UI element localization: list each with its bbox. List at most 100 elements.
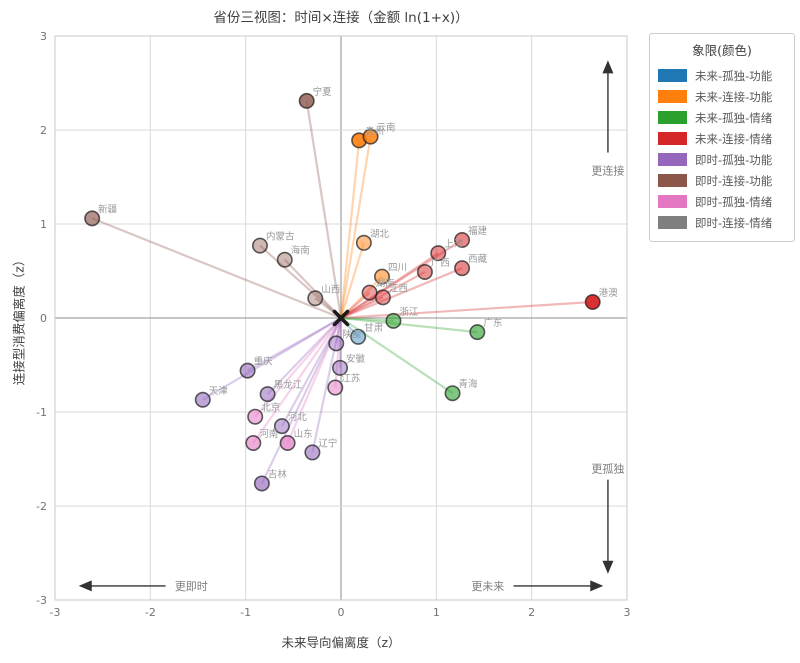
data-point xyxy=(194,391,211,408)
point-label: 山东 xyxy=(294,428,313,440)
legend-swatch xyxy=(658,90,687,103)
ray-line xyxy=(339,140,361,319)
ray-line xyxy=(311,317,343,453)
data-point xyxy=(469,324,486,341)
ray-line xyxy=(202,317,342,401)
point-label: 贵州 xyxy=(365,125,384,137)
y-tick-label: -1 xyxy=(36,406,47,419)
data-point xyxy=(373,268,390,285)
data-point xyxy=(374,289,391,306)
x-tick-label: 0 xyxy=(338,606,345,619)
legend-entry: 即时-连接-情绪 xyxy=(658,212,786,233)
data-point xyxy=(251,237,268,254)
legend-entry-label: 未来-孤独-情绪 xyxy=(695,110,773,125)
point-label: 江西 xyxy=(389,283,408,294)
point-label: 天津 xyxy=(209,386,229,397)
point-label: 辽宁 xyxy=(318,437,337,449)
point-label: 黑龙江 xyxy=(274,379,303,391)
legend-entry-label: 未来-连接-情绪 xyxy=(695,131,773,146)
x-tick-label: 3 xyxy=(624,606,631,619)
legend-swatch xyxy=(658,132,687,145)
x-tick-label: -3 xyxy=(50,606,61,619)
point-label: 四川 xyxy=(388,263,407,274)
point-label: 湖南 xyxy=(376,278,395,290)
data-point xyxy=(259,386,276,403)
y-tick-label: 3 xyxy=(40,30,47,43)
legend-entry: 未来-孤独-功能 xyxy=(658,65,786,86)
point-label: 新疆 xyxy=(98,203,118,215)
data-point xyxy=(454,260,471,277)
ray-line xyxy=(266,317,342,395)
legend-entry-label: 即时-连接-功能 xyxy=(695,173,773,188)
legend-entry: 即时-孤独-功能 xyxy=(658,149,786,170)
data-point xyxy=(444,385,461,402)
ray-line xyxy=(340,252,439,319)
point-label: 云南 xyxy=(377,122,396,134)
x-tick-label: -1 xyxy=(240,606,251,619)
annotation-arrow-head xyxy=(602,60,614,74)
legend-entry: 即时-连接-功能 xyxy=(658,170,786,191)
ray-line xyxy=(340,316,478,334)
point-label: 广东 xyxy=(483,317,502,329)
data-point xyxy=(276,251,293,268)
ray-line xyxy=(252,317,342,444)
ray-line xyxy=(339,242,365,319)
point-label: 安徽 xyxy=(346,353,366,365)
legend-title: 象限(颜色) xyxy=(692,43,752,58)
data-point xyxy=(304,444,321,461)
data-point xyxy=(298,92,315,109)
point-label: 河南 xyxy=(259,428,278,440)
data-point xyxy=(454,231,471,248)
legend-entry-label: 即时-连接-情绪 xyxy=(695,215,773,230)
ray-line xyxy=(283,258,342,319)
data-point xyxy=(253,475,270,492)
legend-entries: 未来-孤独-功能未来-连接-功能未来-孤独-情绪 未来-连接-情绪 即时-孤独-功能… xyxy=(658,65,786,233)
y-axis-label: 连接型消费偏离度（z） xyxy=(11,253,27,386)
point-label: 重庆 xyxy=(254,356,274,368)
ray-line xyxy=(340,270,426,319)
point-label: 江苏 xyxy=(341,373,361,385)
data-point xyxy=(307,290,324,307)
ray-line xyxy=(340,300,593,320)
data-point xyxy=(385,312,402,329)
ray-line xyxy=(335,317,343,344)
ray-line xyxy=(280,317,342,427)
legend: 象限(颜色) 未来-孤独-功能未来-连接-功能未来-孤独-情绪 未来-连接-情绪即… xyxy=(649,33,795,242)
point-label: 青海 xyxy=(459,378,479,390)
ray-line xyxy=(259,244,342,319)
point-label: 浙江 xyxy=(399,306,419,318)
origin-marker xyxy=(332,309,350,327)
ray-line xyxy=(305,100,343,319)
legend-entry-label: 未来-孤独-功能 xyxy=(695,68,773,83)
legend-swatch xyxy=(658,69,687,82)
y-tick-label: 1 xyxy=(40,218,47,231)
data-point xyxy=(362,128,379,145)
y-tick-label: 0 xyxy=(40,312,47,325)
point-label: 湖北 xyxy=(370,229,390,240)
legend-entry: 未来-连接-功能 xyxy=(658,86,786,107)
point-label: 上海 xyxy=(444,238,464,250)
point-label: 广西 xyxy=(431,257,450,269)
data-point xyxy=(584,294,601,311)
point-label: 山西 xyxy=(321,284,340,295)
legend-swatch xyxy=(658,195,687,208)
x-tick-label: 2 xyxy=(528,606,535,619)
point-label: 港澳 xyxy=(599,287,619,299)
annotation-label: 更孤独 xyxy=(591,462,624,475)
ray-line xyxy=(340,267,463,320)
legend-swatch xyxy=(658,174,687,187)
x-tick-label: -2 xyxy=(145,606,156,619)
ray-line xyxy=(91,217,342,320)
data-point xyxy=(327,379,344,396)
point-label: 陕西 xyxy=(342,328,361,340)
legend-swatch xyxy=(658,111,687,124)
ray-line xyxy=(260,317,342,484)
ray-line xyxy=(340,316,394,322)
y-tick-label: -2 xyxy=(36,500,47,513)
data-point xyxy=(239,362,256,379)
point-label: 北京 xyxy=(261,402,280,414)
annotation-label: 更即时 xyxy=(175,580,208,593)
legend-swatch xyxy=(658,216,687,229)
x-tick-label: 1 xyxy=(433,606,440,619)
legend-entry-label: 即时-孤独-功能 xyxy=(695,152,773,167)
